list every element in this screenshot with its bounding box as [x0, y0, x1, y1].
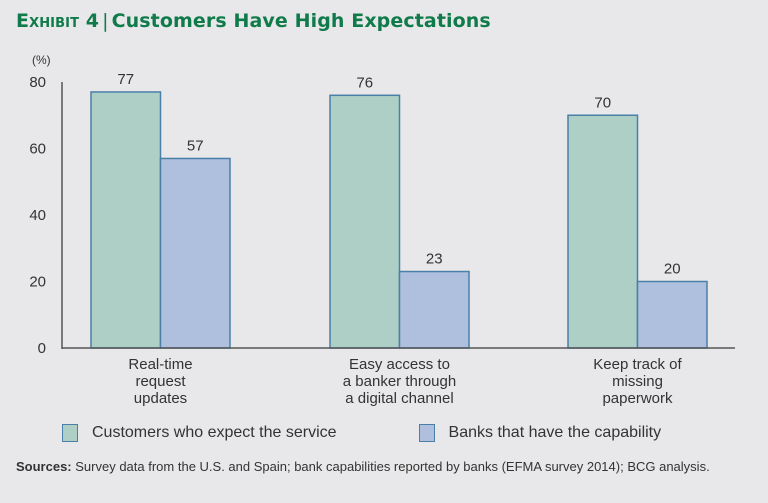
x-category-label-line: Real-time: [128, 356, 192, 373]
y-tick-label: 40: [29, 207, 46, 224]
y-tick-label: 60: [29, 141, 46, 158]
bar-banks: [398, 270, 470, 349]
legend: Customers who expect the service Banks t…: [62, 424, 661, 442]
data-label: 76: [356, 74, 373, 91]
bar-customers: [329, 94, 401, 349]
legend-label-banks: Banks that have the capability: [448, 424, 662, 441]
data-label: 70: [594, 94, 611, 111]
x-category-label-line: request: [135, 373, 186, 390]
x-category-label-line: updates: [134, 390, 187, 407]
sources-text: Survey data from the U.S. and Spain; ban…: [71, 459, 710, 474]
legend-label-customers: Customers who expect the service: [92, 424, 337, 441]
bar-banks: [159, 157, 231, 349]
bar-banks: [636, 280, 708, 349]
y-tick-label: 20: [29, 274, 46, 291]
legend-swatch-customers: [62, 424, 78, 442]
data-label: 20: [664, 261, 681, 278]
title-separator: |: [102, 10, 109, 32]
exhibit-number: Exhibit 4: [16, 10, 100, 32]
x-category-label: Real-time request updates: [128, 356, 192, 407]
x-category-label: Easy access to a banker through a digital …: [343, 356, 456, 407]
bar-customers: [567, 114, 639, 349]
bar-chart: (%) 0 20 40 60 80 77 57 Real-time request updates 7…: [29, 53, 735, 407]
data-label: 77: [117, 71, 134, 88]
sources-label: Sources:: [16, 459, 72, 474]
x-category-label-line: Easy access to: [349, 356, 450, 373]
x-category-label: Keep track of missing paperwork: [593, 356, 682, 407]
exhibit-title: Exhibit 4 | Customers Have High Expectatio…: [16, 10, 491, 32]
bar-customers: [90, 91, 162, 349]
y-axis-unit-label: (%): [32, 53, 51, 67]
x-category-label-line: Keep track of: [593, 356, 682, 373]
legend-swatch-banks: [418, 424, 435, 442]
sources-note: Sources: Survey data from the U.S. and S…: [16, 457, 756, 476]
data-label: 57: [187, 137, 204, 154]
x-category-label-line: a digital channel: [345, 390, 453, 407]
y-tick-label: 0: [38, 340, 46, 357]
legend-item-customers: Customers who expect the service: [62, 424, 337, 442]
chart-title: Customers Have High Expectations: [111, 10, 491, 32]
data-label: 23: [426, 251, 443, 268]
x-category-label-line: paperwork: [602, 390, 673, 407]
x-category-label-line: a banker through: [343, 373, 456, 390]
x-category-label-line: missing: [612, 373, 663, 390]
y-tick-label: 80: [29, 74, 46, 91]
legend-item-banks: Banks that have the capability: [418, 424, 662, 442]
